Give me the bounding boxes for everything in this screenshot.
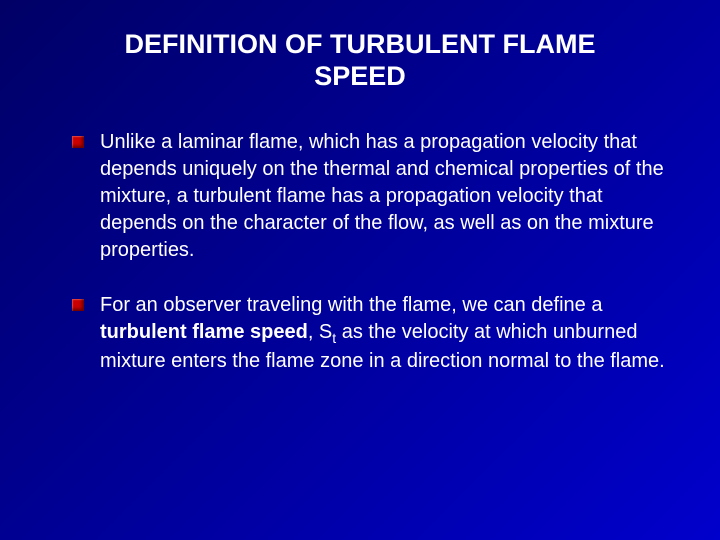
bullet2-pre: For an observer traveling with the flame… (100, 294, 602, 316)
bullet2-mid: , S (308, 321, 332, 343)
bullet-item-2: For an observer traveling with the flame… (72, 292, 672, 375)
title-line-2: SPEED (314, 61, 406, 91)
title-line-1: DEFINITION OF TURBULENT FLAME (125, 29, 596, 59)
slide-container: DEFINITION OF TURBULENT FLAME SPEED Unli… (0, 0, 720, 540)
square-bullet-icon (72, 299, 84, 311)
bullet-text-1: Unlike a laminar flame, which has a prop… (100, 131, 664, 261)
bullet-item-1: Unlike a laminar flame, which has a prop… (72, 129, 672, 264)
bullet2-term: turbulent flame speed (100, 321, 308, 343)
bullet-text-2: For an observer traveling with the flame… (100, 294, 665, 372)
slide-title: DEFINITION OF TURBULENT FLAME SPEED (48, 28, 672, 93)
bullet-list: Unlike a laminar flame, which has a prop… (48, 129, 672, 375)
square-bullet-icon (72, 136, 84, 148)
